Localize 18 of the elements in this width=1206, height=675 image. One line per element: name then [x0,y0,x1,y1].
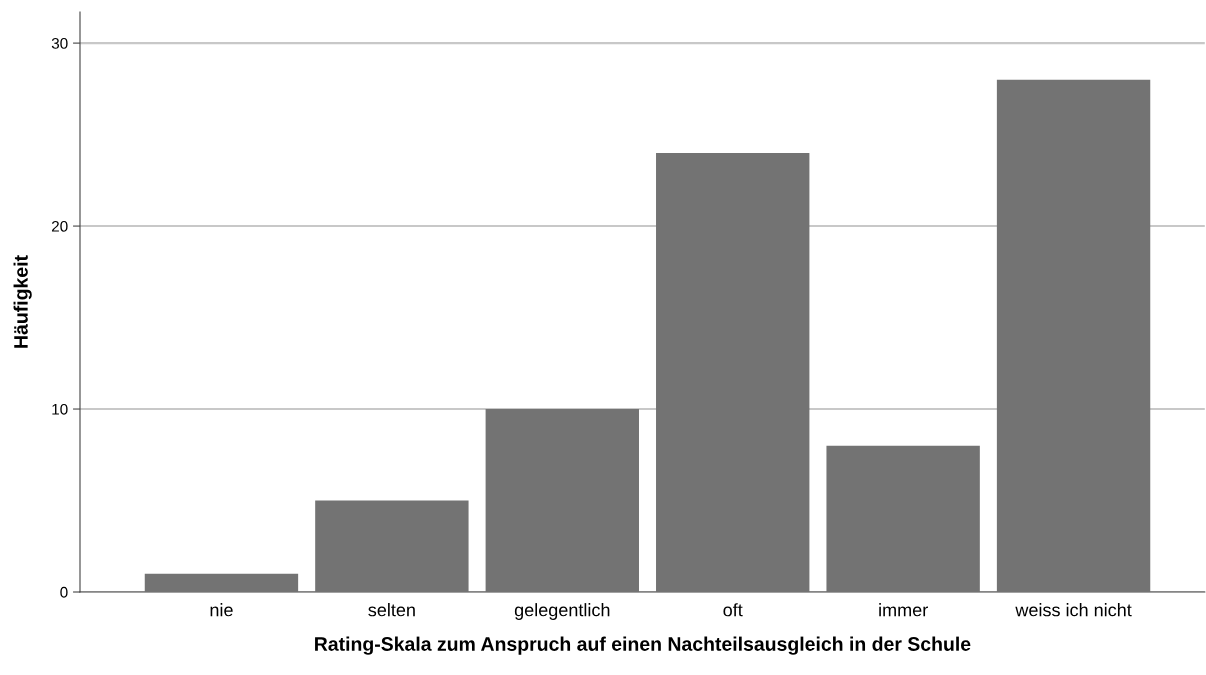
x-tick-label: immer [879,603,928,617]
y-tick-label: 30 [51,37,68,49]
y-tick-label: 0 [60,586,68,598]
bar [315,500,469,592]
y-tick-label: 10 [52,403,68,415]
x-tick-label: gelegentlich [514,603,610,620]
bar [144,573,299,592]
x-tick-label: selten [368,603,415,617]
y-axis-title: Häufigkeit [13,255,32,348]
bar [826,445,980,592]
x-axis-title: Rating-Skala zum Anspruch auf einen Nachteilsausgleich in der Schule [315,636,971,655]
x-tick-label: oft [723,603,743,617]
x-tick-label: nie [210,603,233,617]
bar [656,152,810,592]
x-tick-label: weiss ich nicht [1015,603,1132,617]
bar [485,409,639,592]
bar [996,79,1151,592]
y-tick-label: 20 [51,220,68,232]
